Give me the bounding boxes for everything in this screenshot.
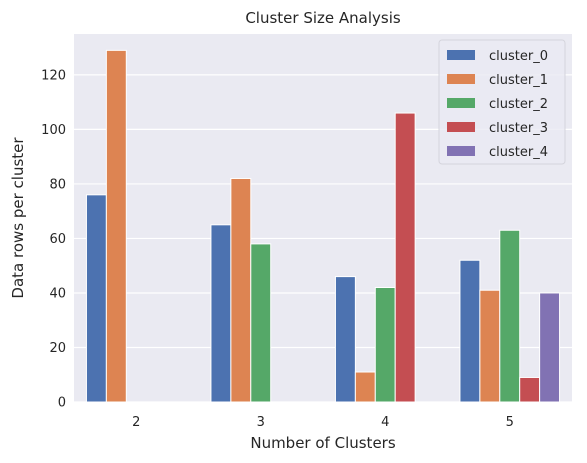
x-axis-ticks: 2 3 4 5 (132, 415, 514, 430)
y-tick-label: 40 (49, 286, 66, 301)
bar-cluster_0-3 (210, 224, 232, 403)
bar-cluster_1-2 (105, 49, 127, 403)
legend-swatch (447, 74, 475, 84)
legend-label: cluster_2 (489, 97, 548, 112)
legend-label: cluster_3 (489, 121, 548, 136)
bar-cluster_2-5 (499, 229, 521, 403)
bar-cluster_1-3 (230, 177, 252, 403)
y-axis-ticks: 0 20 40 60 80 100 120 (41, 68, 66, 410)
y-tick-label: 80 (49, 177, 66, 192)
y-tick-label: 100 (41, 123, 66, 138)
y-tick-label: 120 (41, 68, 66, 83)
bars (85, 49, 561, 403)
x-tick-label: 4 (381, 415, 389, 430)
bar-cluster_0-4 (334, 276, 356, 403)
legend-label: cluster_1 (489, 73, 548, 88)
y-axis-label: Data rows per cluster (9, 137, 27, 299)
y-tick-label: 0 (58, 396, 66, 411)
x-tick-label: 5 (506, 415, 514, 430)
bar-cluster_1-4 (354, 371, 376, 403)
bar-cluster_2-4 (374, 287, 396, 403)
legend-swatch (447, 98, 475, 108)
bar-cluster_4-5 (539, 292, 561, 403)
legend: cluster_0 cluster_1 cluster_2 cluster_3clus… (438, 39, 566, 165)
bar-cluster_3-5 (519, 376, 541, 403)
legend-swatch (447, 50, 475, 60)
y-tick-label: 60 (49, 232, 66, 247)
bar-cluster_0-2 (85, 194, 107, 403)
legend-swatch (447, 122, 475, 132)
legend-box (438, 39, 566, 165)
chart-title: Cluster Size Analysis (245, 9, 401, 27)
legend-swatch (447, 146, 475, 156)
bar-cluster_0-5 (459, 259, 481, 403)
x-axis-label: Number of Clusters (250, 434, 395, 452)
x-tick-label: 3 (257, 415, 265, 430)
bar-cluster_3-4 (394, 112, 416, 403)
x-tick-label: 2 (132, 415, 140, 430)
y-tick-label: 20 (49, 341, 66, 356)
bar-cluster_2-3 (250, 243, 272, 403)
bar-cluster_1-5 (479, 289, 501, 403)
legend-label: cluster_4 (489, 145, 548, 160)
legend-label: cluster_0 (489, 49, 548, 64)
